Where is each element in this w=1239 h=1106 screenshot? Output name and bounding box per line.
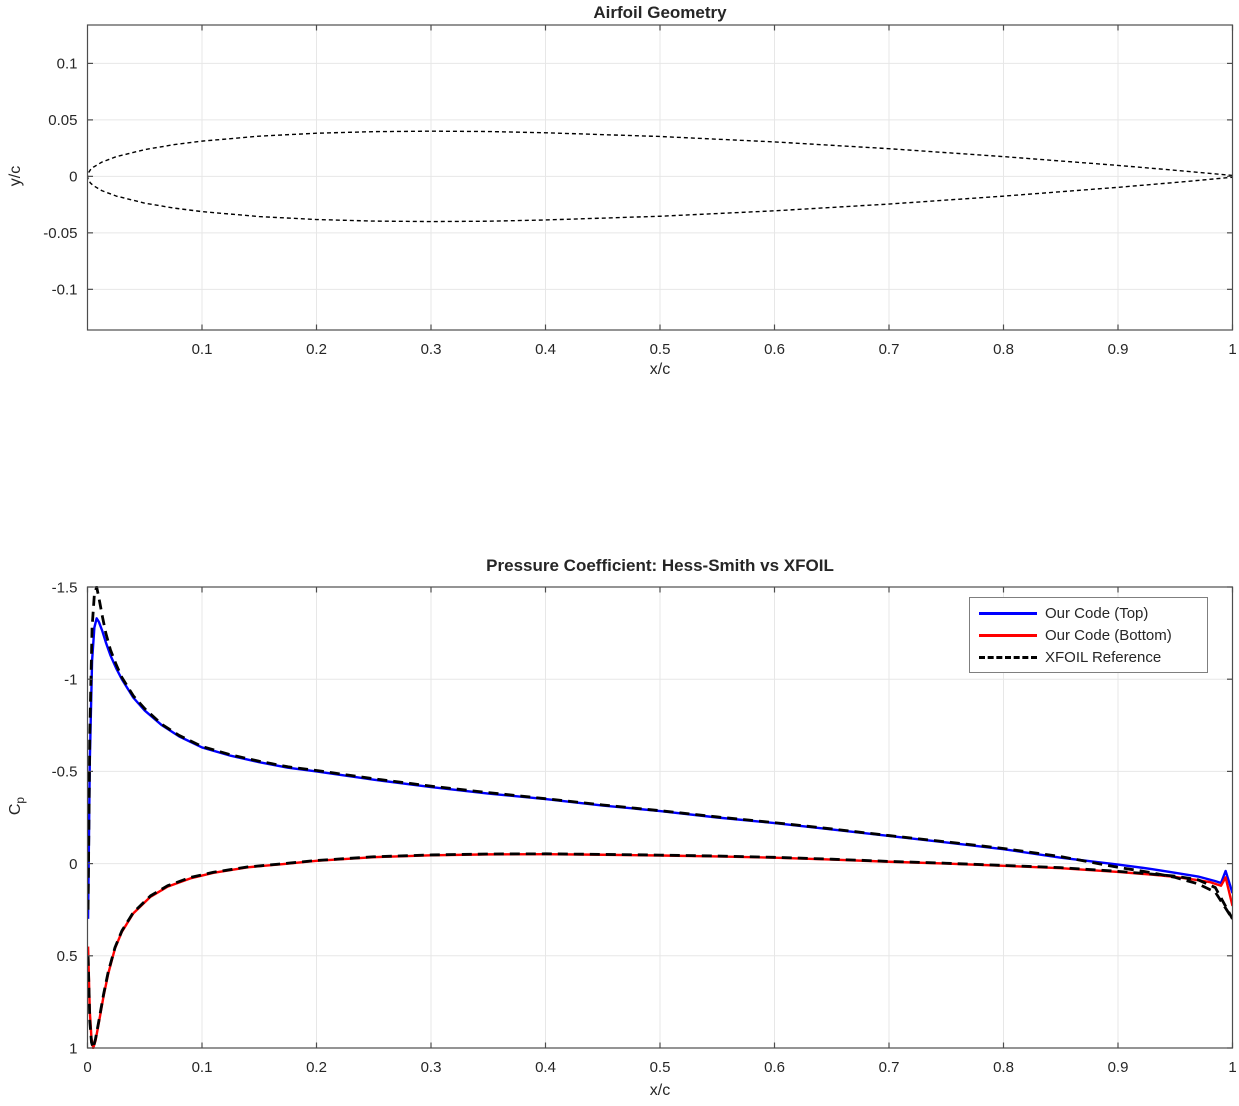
legend-label-our-code-top: Our Code (Top) — [1045, 604, 1149, 622]
svg-text:-0.05: -0.05 — [43, 225, 77, 242]
airfoil-plot-area: 0.1 0.2 0.3 0.4 0.5 0.6 0.7 0.8 0.9 1 0.1 0.05 0 -0.0… — [43, 24, 1237, 358]
svg-text:-0.1: -0.1 — [52, 282, 78, 299]
svg-text:0.4: 0.4 — [535, 341, 556, 358]
svg-text:0.8: 0.8 — [993, 341, 1014, 358]
svg-text:0: 0 — [69, 169, 77, 186]
svg-text:0.5: 0.5 — [57, 948, 78, 965]
svg-text:1: 1 — [1228, 1059, 1236, 1076]
legend-line-sample-blue — [979, 611, 1037, 615]
svg-text:0.2: 0.2 — [306, 341, 327, 358]
svg-text:0.1: 0.1 — [192, 341, 213, 358]
airfoil-x-axis-label: x/c — [649, 361, 671, 378]
svg-text:0.2: 0.2 — [306, 1059, 327, 1076]
svg-text:0.7: 0.7 — [879, 341, 900, 358]
cp-chart-title: Pressure Coefficient: Hess-Smith vs XFOI… — [486, 556, 834, 575]
svg-text:-1: -1 — [64, 671, 77, 688]
legend-item-xfoil-reference: XFOIL Reference — [979, 646, 1199, 668]
svg-text:0.3: 0.3 — [421, 341, 442, 358]
svg-text:0.6: 0.6 — [764, 341, 785, 358]
svg-text:0: 0 — [83, 1059, 91, 1076]
legend-item-our-code-bottom: Our Code (Bottom) — [979, 624, 1199, 646]
svg-text:0: 0 — [69, 856, 77, 873]
cp-plot-area: 0 0.1 0.2 0.3 0.4 0.5 0.6 0.7 0.8 0.9 1 -1.5 -1 -0.5 0… — [52, 579, 1237, 1076]
svg-text:0.7: 0.7 — [879, 1059, 900, 1076]
svg-text:1: 1 — [1228, 341, 1236, 358]
svg-text:0.9: 0.9 — [1108, 1059, 1129, 1076]
legend-box: Our Code (Top) Our Code (Bottom) XFOIL R… — [969, 597, 1208, 673]
svg-text:0.05: 0.05 — [48, 112, 77, 129]
legend-line-sample-red — [979, 633, 1037, 637]
airfoil-chart-title: Airfoil Geometry — [593, 3, 727, 22]
legend-label-xfoil-reference: XFOIL Reference — [1045, 648, 1162, 666]
svg-text:-0.5: -0.5 — [52, 764, 78, 781]
svg-text:0.3: 0.3 — [421, 1059, 442, 1076]
svg-text:0.9: 0.9 — [1108, 341, 1129, 358]
svg-text:1: 1 — [69, 1040, 77, 1057]
svg-text:0.1: 0.1 — [57, 56, 78, 73]
svg-text:0.5: 0.5 — [650, 1059, 671, 1076]
svg-text:0.1: 0.1 — [192, 1059, 213, 1076]
cp-x-axis-label: x/c — [649, 1082, 671, 1099]
svg-text:-1.5: -1.5 — [52, 579, 78, 596]
legend-line-sample-dashed-black — [979, 655, 1037, 659]
svg-text:0.8: 0.8 — [993, 1059, 1014, 1076]
legend-item-our-code-top: Our Code (Top) — [979, 602, 1199, 624]
svg-text:0.6: 0.6 — [764, 1059, 785, 1076]
legend-label-our-code-bottom: Our Code (Bottom) — [1045, 626, 1172, 644]
svg-text:0.4: 0.4 — [535, 1059, 556, 1076]
svg-text:0.5: 0.5 — [650, 341, 671, 358]
